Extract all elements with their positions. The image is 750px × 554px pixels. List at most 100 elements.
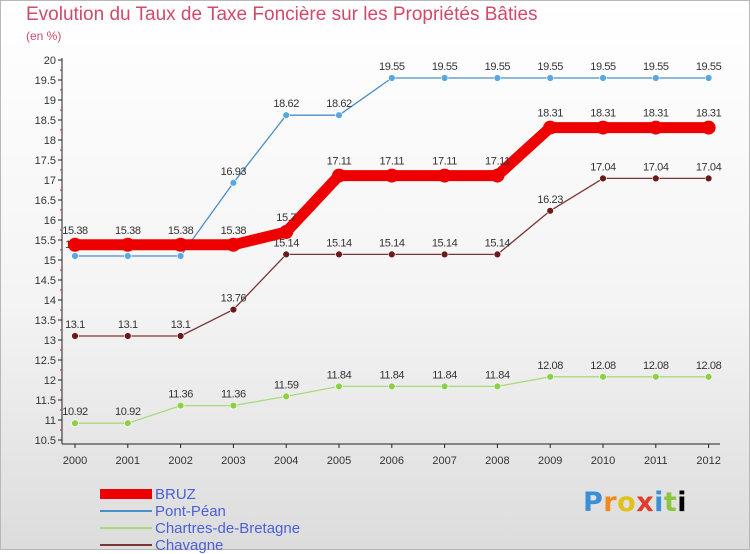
data-point-chartres-de-bretagne: [546, 373, 554, 381]
data-label-pont-p-an: 19.55: [485, 61, 511, 73]
legend-label-chavagne: Chavagne: [155, 537, 224, 554]
data-label-chavagne: 13.1: [171, 319, 191, 331]
data-point-chavagne: [229, 305, 238, 314]
data-label-chavagne: 17.04: [643, 161, 669, 173]
data-point-chavagne: [176, 332, 185, 340]
data-label-bruz: 15.38: [62, 225, 88, 237]
data-label-chavagne: 15.14: [273, 237, 299, 249]
data-point-chavagne: [282, 250, 290, 259]
data-point-pont-p-an: [176, 252, 185, 260]
data-label-chavagne: 17.04: [590, 161, 616, 173]
y-tick-label: 17: [44, 175, 56, 187]
data-point-pont-p-an: [335, 111, 343, 119]
data-point-bruz: [543, 120, 558, 135]
data-label-pont-p-an: 19.55: [696, 61, 722, 73]
data-point-chartres-de-bretagne: [599, 373, 607, 381]
data-point-chartres-de-bretagne: [704, 373, 713, 381]
data-label-pont-p-an: 18.62: [273, 98, 299, 110]
data-point-pont-p-an: [124, 252, 132, 260]
data-point-bruz: [384, 168, 399, 183]
y-tick-label: 17.5: [35, 155, 56, 167]
data-label-chavagne: 15.14: [379, 237, 405, 249]
data-point-chavagne: [599, 174, 607, 183]
data-label-chavagne: 15.14: [432, 237, 458, 249]
data-point-chartres-de-bretagne: [652, 373, 660, 381]
data-label-bruz: 18.31: [590, 108, 616, 120]
data-point-chavagne: [71, 332, 79, 340]
data-point-bruz: [120, 237, 135, 252]
y-tick-label: 16: [44, 215, 56, 227]
x-tick-label: 2003: [221, 455, 245, 467]
proxiti-logo: Proxiti: [583, 487, 688, 518]
x-tick-label: 2011: [644, 455, 668, 467]
legend-label-bruz: BRUZ: [155, 486, 196, 503]
y-tick-label: 15: [44, 255, 56, 267]
data-point-chavagne: [652, 174, 660, 183]
y-tick-label: 12.5: [35, 355, 56, 367]
y-tick-label: 11.5: [35, 395, 56, 407]
data-point-pont-p-an: [71, 252, 79, 260]
data-point-chartres-de-bretagne: [229, 401, 238, 410]
data-label-pont-p-an: 19.55: [379, 61, 405, 73]
data-point-bruz: [596, 120, 610, 135]
data-label-chartres-de-bretagne: 12.08: [643, 360, 669, 372]
x-tick-label: 2009: [538, 455, 562, 467]
data-point-bruz: [68, 237, 82, 252]
data-label-chavagne: 15.14: [485, 237, 511, 249]
data-point-pont-p-an: [440, 74, 449, 82]
data-point-bruz: [226, 237, 241, 252]
data-point-pont-p-an: [282, 111, 290, 119]
data-label-bruz: 17.11: [432, 156, 457, 168]
data-label-pont-p-an: 19.55: [643, 61, 669, 73]
y-tick-label: 20: [44, 55, 56, 67]
y-tick-label: 16.5: [35, 195, 56, 207]
legend-swatch-pont-p-an: [100, 510, 152, 512]
data-label-chartres-de-bretagne: 12.08: [537, 360, 563, 372]
data-label-bruz: 17.11: [379, 156, 404, 168]
data-point-bruz: [437, 168, 452, 183]
data-label-chavagne: 13.1: [118, 319, 138, 331]
y-tick-label: 19: [44, 95, 56, 107]
x-tick-label: 2002: [168, 455, 192, 467]
y-tick-label: 12: [44, 375, 56, 387]
data-point-chartres-de-bretagne: [282, 392, 290, 401]
legend-swatch-bruz: [100, 489, 152, 499]
data-label-bruz: 18.31: [537, 108, 563, 120]
data-label-bruz: 15.7: [276, 212, 296, 224]
y-tick-label: 19.5: [35, 75, 56, 87]
data-label-chartres-de-bretagne: 11.84: [327, 369, 352, 381]
data-label-bruz: 18.31: [696, 108, 722, 120]
y-tick-label: 13.5: [35, 315, 56, 327]
data-point-chavagne: [546, 207, 554, 215]
y-tick-label: 11: [45, 415, 56, 427]
data-point-pont-p-an: [704, 74, 713, 82]
data-label-chartres-de-bretagne: 12.08: [696, 360, 722, 372]
y-tick-label: 15.5: [35, 235, 56, 247]
data-point-chavagne: [335, 250, 343, 259]
data-label-bruz: 17.11: [485, 156, 510, 168]
data-label-chartres-de-bretagne: 11.84: [379, 369, 404, 381]
data-label-chartres-de-bretagne: 11.84: [432, 369, 457, 381]
data-label-chartres-de-bretagne: 10.92: [62, 406, 88, 418]
y-tick-label: 18.5: [35, 115, 56, 127]
data-point-chartres-de-bretagne: [124, 419, 132, 427]
data-point-chartres-de-bretagne: [388, 382, 396, 391]
data-point-pont-p-an: [229, 179, 238, 187]
data-point-chavagne: [124, 332, 132, 340]
data-label-chartres-de-bretagne: 11.84: [485, 369, 510, 381]
legend-swatch-chartres-de-bretagne: [100, 527, 152, 529]
data-point-bruz: [648, 120, 663, 135]
data-label-chavagne: 16.23: [537, 194, 563, 206]
data-point-chavagne: [704, 174, 713, 183]
data-label-chavagne: 13.1: [65, 319, 85, 331]
data-point-chavagne: [388, 250, 396, 259]
data-point-pont-p-an: [546, 74, 554, 82]
y-tick-label: 14: [44, 295, 56, 307]
data-label-bruz: 15.38: [168, 225, 194, 237]
data-point-pont-p-an: [599, 74, 607, 82]
x-tick-label: 2000: [63, 455, 87, 467]
x-tick-label: 2010: [591, 455, 615, 467]
data-label-chartres-de-bretagne: 11.36: [168, 389, 193, 401]
